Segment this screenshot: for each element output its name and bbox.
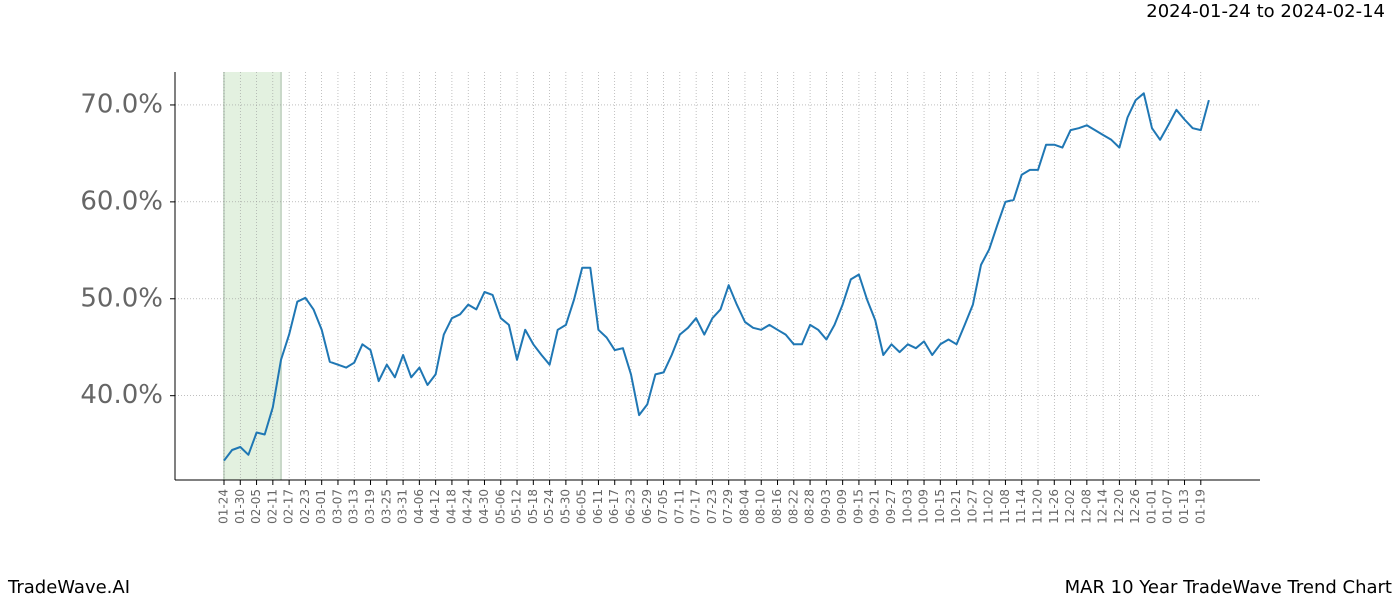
x-tick-label: 08-28 (803, 489, 817, 524)
x-tick-label: 09-15 (851, 489, 865, 524)
y-tick-label: 40.0% (80, 380, 163, 410)
x-tick-label: 02-05 (249, 489, 263, 524)
x-tick-label: 05-12 (510, 489, 524, 524)
x-tick-label: 02-11 (265, 489, 279, 524)
x-tick-label: 11-26 (1047, 489, 1061, 524)
x-tick-label: 01-07 (1161, 489, 1175, 524)
x-tick-label: 10-09 (917, 489, 931, 524)
x-tick-label: 03-31 (396, 489, 410, 524)
x-tick-label: 01-30 (233, 489, 247, 524)
x-tick-label: 07-23 (705, 489, 719, 524)
x-tick-label: 05-18 (526, 489, 540, 524)
x-tick-label: 05-24 (542, 489, 556, 524)
chart-title: 2024-01-24 to 2024-02-14 (1146, 1, 1385, 22)
x-tick-label: 01-01 (1144, 489, 1158, 524)
x-tick-label: 06-17 (607, 489, 621, 524)
y-tick-label: 50.0% (80, 283, 163, 313)
x-tick-label: 09-21 (868, 489, 882, 524)
x-tick-label: 09-03 (819, 489, 833, 524)
x-tick-label: 10-27 (965, 489, 979, 524)
highlight-span (224, 72, 281, 480)
x-tick-label: 07-11 (672, 489, 686, 524)
y-tick-label: 70.0% (80, 89, 163, 119)
x-tick-label: 01-19 (1193, 489, 1207, 524)
x-tick-label: 12-02 (1063, 489, 1077, 524)
x-tick-label: 03-01 (314, 489, 328, 524)
x-tick-label: 07-29 (721, 489, 735, 524)
x-tick-label: 09-09 (835, 489, 849, 524)
x-tick-label: 08-04 (737, 489, 751, 524)
x-tick-label: 06-29 (640, 489, 654, 524)
x-tick-label: 02-23 (298, 489, 312, 524)
x-tick-label: 12-08 (1079, 489, 1093, 524)
x-tick-label: 03-25 (379, 489, 393, 524)
x-tick-label: 09-27 (884, 489, 898, 524)
x-tick-label: 03-13 (347, 489, 361, 524)
x-tick-label: 12-14 (1096, 489, 1110, 524)
footer-left: TradeWave.AI (7, 577, 130, 598)
footer-right: MAR 10 Year TradeWave Trend Chart (1065, 577, 1392, 598)
x-tick-label: 01-13 (1177, 489, 1191, 524)
x-tick-label: 10-03 (900, 489, 914, 524)
x-tick-label: 11-02 (982, 489, 996, 524)
x-tick-label: 02-17 (282, 489, 296, 524)
x-tick-label: 06-11 (591, 489, 605, 524)
x-tick-label: 04-18 (444, 489, 458, 524)
x-tick-label: 03-07 (330, 489, 344, 524)
x-tick-label: 11-14 (1014, 489, 1028, 524)
x-tick-label: 04-30 (477, 489, 491, 524)
data-line (223, 92, 1210, 462)
y-tick-label: 60.0% (80, 186, 163, 216)
x-tick-label: 06-05 (575, 489, 589, 524)
x-tick-label: 10-15 (933, 489, 947, 524)
x-tick-label: 08-16 (770, 489, 784, 524)
x-tick-label: 12-20 (1112, 489, 1126, 524)
x-tick-label: 08-22 (786, 489, 800, 524)
x-tick-label: 04-06 (412, 489, 426, 524)
x-tick-label: 04-12 (428, 489, 442, 524)
x-tick-label: 05-06 (493, 489, 507, 524)
x-tick-label: 01-24 (217, 489, 231, 524)
x-tick-label: 12-26 (1128, 489, 1142, 524)
x-tick-label: 07-17 (689, 489, 703, 524)
x-tick-label: 11-20 (1031, 489, 1045, 524)
x-tick-label: 07-05 (656, 489, 670, 524)
x-tick-label: 06-23 (624, 489, 638, 524)
x-tick-label: 10-21 (949, 489, 963, 524)
x-tick-label: 11-08 (998, 489, 1012, 524)
x-tick-label: 03-19 (363, 489, 377, 524)
x-tick-label: 08-10 (754, 489, 768, 524)
x-tick-label: 05-30 (558, 489, 572, 524)
x-tick-label: 04-24 (461, 489, 475, 524)
